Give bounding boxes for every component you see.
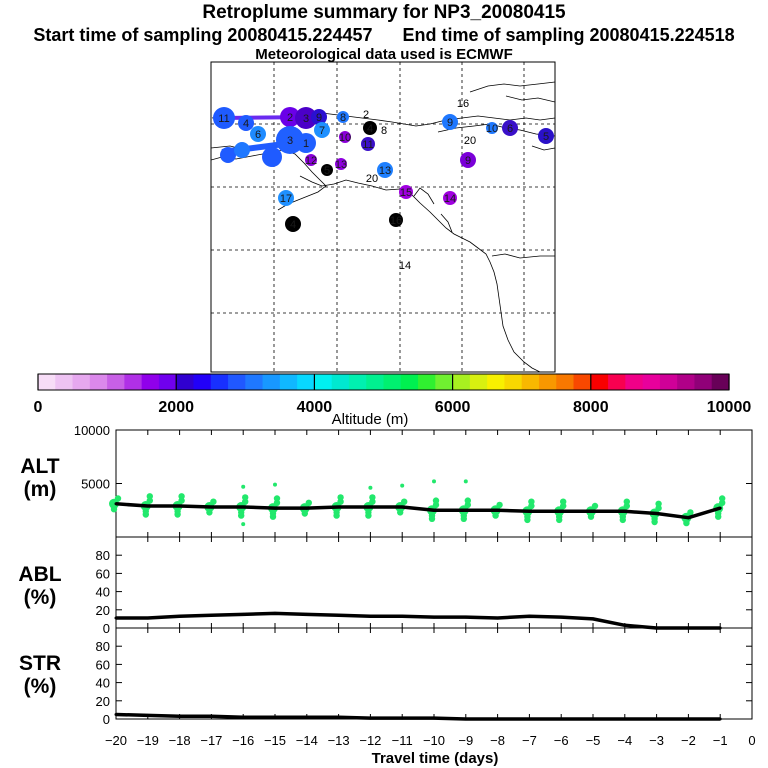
plume-marker [363, 121, 377, 135]
plume-day-label: 5 [324, 165, 330, 177]
plume-day-label: 1 [303, 138, 309, 150]
plume-day-label: 12 [305, 155, 317, 167]
abl-label-line2: (%) [23, 586, 57, 609]
sampling-times: Start time of sampling 20080415.224457 En… [0, 25, 768, 46]
plume-day-label: 9 [465, 155, 471, 167]
plume-day-label: 9 [316, 112, 322, 124]
str-label-line1: STR [19, 652, 61, 675]
start-time: Start time of sampling 20080415.224457 [33, 25, 373, 45]
plume-day-label: 8 [340, 112, 346, 124]
plume-day-label: 11 [218, 113, 229, 125]
plume-marker [377, 162, 393, 178]
plume-day-label: 2 [363, 109, 369, 121]
plume-marker [389, 213, 403, 227]
alt-label-line2: (m) [23, 478, 57, 501]
plume-day-label: 2 [287, 112, 293, 124]
plume-day-label: 16 [390, 215, 402, 227]
plume-marker [285, 216, 301, 232]
plume-marker [278, 190, 294, 206]
plume-day-label: 7 [319, 125, 325, 137]
plume-cluster-marker [262, 147, 282, 167]
plume-day-label: 16 [457, 98, 469, 110]
plume-marker [335, 158, 347, 170]
plume-day-label: 11 [362, 139, 373, 151]
plume-marker [443, 191, 457, 205]
met-data-note: Meteorological data used is ECMWF [255, 46, 513, 63]
plume-marker [213, 107, 235, 129]
plume-day-label: 5 [543, 131, 549, 143]
plume-day-label: 15 [400, 187, 412, 199]
end-time: End time of sampling 20080415.224518 [402, 25, 735, 45]
plume-day-label: 20 [366, 173, 378, 185]
plume-day-label: 4 [290, 219, 296, 231]
plume-day-label: 10 [339, 132, 351, 144]
plume-marker [538, 128, 554, 144]
abl-panel-label: ABL (%) [0, 563, 80, 609]
plume-day-label: 20 [464, 135, 476, 147]
plume-marker [250, 126, 266, 142]
plume-marker [295, 107, 317, 129]
plume-marker [442, 114, 458, 130]
plume-day-label: 10 [486, 123, 498, 135]
plume-day-label: 3 [303, 113, 309, 125]
plume-day-label: 4 [367, 123, 373, 135]
plume-cluster-marker [220, 147, 236, 163]
plume-day-label: 13 [379, 165, 391, 177]
map-frame [210, 61, 556, 373]
plume-day-label: 8 [381, 125, 387, 137]
plume-marker [305, 154, 317, 166]
plume-marker [339, 131, 351, 143]
plume-marker [337, 111, 349, 123]
alt-label-line1: ALT [20, 455, 60, 478]
plume-day-label: 13 [335, 159, 347, 171]
plume-marker [296, 133, 316, 153]
plume-marker [361, 137, 375, 151]
plume-cluster-marker [234, 142, 250, 158]
plume-day-label: 9 [447, 117, 453, 129]
plume-day-label: 14 [444, 193, 456, 205]
plume-day-label: 17 [280, 193, 292, 205]
plume-marker [399, 185, 413, 199]
plume-marker [460, 152, 476, 168]
plume-day-label: 6 [507, 123, 513, 135]
plume-marker [280, 107, 300, 127]
plume-day-label: 14 [399, 260, 411, 272]
plume-day-label: 6 [255, 129, 261, 141]
plume-day-label: 3 [287, 135, 293, 147]
str-label-line2: (%) [23, 675, 57, 698]
plume-marker [314, 122, 330, 138]
abl-label-line1: ABL [18, 563, 62, 586]
alt-panel-label: ALT (m) [0, 455, 80, 501]
plume-marker [502, 120, 518, 136]
str-panel-label: STR (%) [0, 652, 80, 698]
plume-marker [321, 164, 333, 176]
chart-title: Retroplume summary for NP3_20080415 [202, 2, 566, 23]
plume-marker [486, 122, 498, 134]
map-graticule [211, 62, 555, 372]
plume-marker [238, 115, 254, 131]
plume-day-label: 4 [243, 118, 249, 130]
plume-marker [311, 109, 327, 125]
x-axis-label: Travel time (days) [371, 750, 499, 767]
